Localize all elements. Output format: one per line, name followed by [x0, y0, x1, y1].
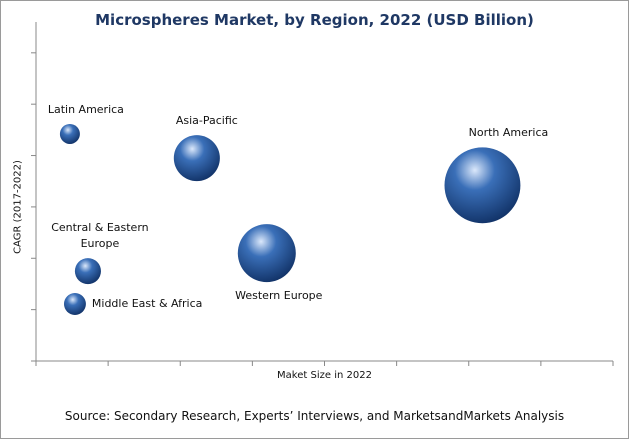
bubble: [173, 135, 220, 182]
bubble: [63, 293, 86, 315]
y-axis-label: CAGR (2017-2022): [12, 160, 24, 254]
bubble-label: Central & Eastern Europe: [51, 221, 149, 251]
bubble-label: Asia-Pacific: [175, 114, 238, 128]
bubble-label: North America: [468, 126, 549, 140]
bubble-label: Western Europe: [235, 289, 323, 303]
bubble-label: Latin America: [47, 102, 124, 116]
bubble-label: Middle East & Africa: [91, 296, 203, 310]
chart-title: Microspheres Market, by Region, 2022 (US…: [95, 11, 534, 29]
bubble: [237, 224, 296, 283]
source-note: Source: Secondary Research, Experts’ Int…: [64, 409, 565, 423]
bubble: [59, 123, 80, 144]
bubble: [74, 258, 101, 285]
x-axis-label: Maket Size in 2022: [277, 370, 372, 381]
bubble: [444, 147, 521, 224]
